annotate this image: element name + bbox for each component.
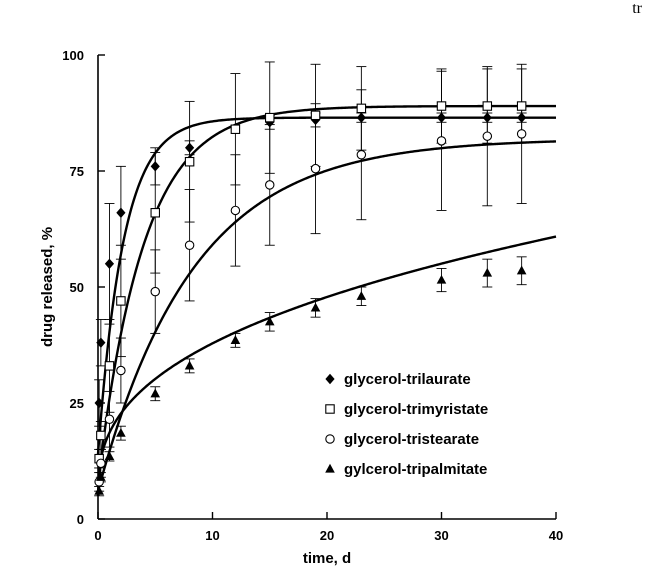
data-point <box>310 302 321 312</box>
fit-curve <box>96 235 557 496</box>
data-point <box>150 161 160 172</box>
legend-label: gylcerol-tripalmitate <box>344 461 487 478</box>
y-tick-label: 0 <box>77 512 84 527</box>
x-axis-label: time, d <box>303 550 351 567</box>
data-point <box>150 388 161 398</box>
data-point <box>356 112 366 123</box>
data-point <box>104 361 115 371</box>
data-point <box>116 365 126 376</box>
fit-curve <box>96 104 556 483</box>
legend-marker <box>325 434 335 444</box>
data-point <box>516 101 527 111</box>
x-tick-label: 20 <box>320 528 334 543</box>
legend-label: glycerol-trilaurate <box>344 371 471 388</box>
data-point <box>517 112 527 123</box>
data-point <box>104 414 115 424</box>
legend-marker <box>325 404 335 414</box>
axis-ticks: 0 10 20 30 40 0 25 50 75 100 <box>62 48 563 543</box>
data-point <box>264 316 275 326</box>
data-point <box>264 180 275 190</box>
data-point <box>96 337 106 348</box>
data-point <box>436 112 447 123</box>
y-tick-label: 75 <box>70 164 84 179</box>
data-markers <box>94 101 527 495</box>
data-point <box>436 274 447 284</box>
corner-text-fragment: tr <box>632 0 642 17</box>
data-point <box>230 205 241 216</box>
data-point <box>94 485 104 495</box>
data-point <box>184 156 195 167</box>
legend-label: glycerol-tristearate <box>344 431 479 448</box>
data-point <box>482 112 492 123</box>
data-point <box>116 296 126 306</box>
data-point <box>184 360 195 370</box>
data-point <box>230 335 241 344</box>
data-point <box>516 129 527 139</box>
fit-curves <box>96 104 557 496</box>
data-point <box>150 286 161 297</box>
data-point <box>94 397 104 409</box>
data-point <box>96 458 106 469</box>
x-tick-label: 30 <box>434 528 448 543</box>
data-point <box>310 110 321 121</box>
data-point <box>96 430 106 441</box>
data-point <box>356 103 367 114</box>
legend-marker <box>325 463 335 473</box>
fit-curve <box>96 140 557 492</box>
data-point <box>104 258 115 269</box>
data-point <box>310 163 321 174</box>
data-point <box>116 207 126 218</box>
data-point <box>230 124 241 134</box>
data-point <box>184 240 195 250</box>
x-tick-label: 0 <box>94 528 101 543</box>
data-point <box>185 142 195 153</box>
data-point <box>150 208 161 218</box>
y-tick-label: 25 <box>70 396 84 411</box>
data-point <box>96 472 106 481</box>
data-point <box>356 291 367 300</box>
data-point <box>482 101 493 111</box>
legend: glycerol-trilaurate glycerol-trimyristate… <box>325 371 488 478</box>
y-tick-label: 50 <box>70 280 84 295</box>
data-point <box>436 101 447 111</box>
legend-label: glycerol-trimyristate <box>344 401 488 418</box>
y-axis-label: drug released, % <box>39 227 56 347</box>
data-point <box>356 150 367 160</box>
x-tick-label: 40 <box>549 528 563 543</box>
fit-curve <box>96 116 556 455</box>
y-tick-label: 100 <box>62 48 84 63</box>
data-point <box>116 427 126 437</box>
data-point <box>436 136 447 146</box>
data-point <box>104 451 115 460</box>
legend-marker <box>325 373 335 385</box>
data-point <box>264 112 275 123</box>
data-point <box>516 265 527 275</box>
data-point <box>482 131 493 141</box>
x-tick-label: 10 <box>205 528 219 543</box>
data-point <box>482 267 493 277</box>
